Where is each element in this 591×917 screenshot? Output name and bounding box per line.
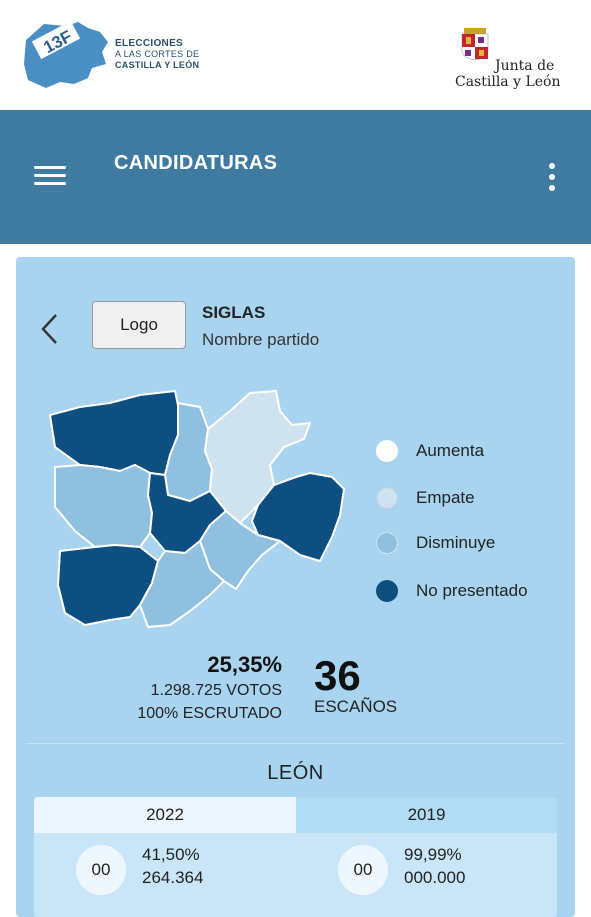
seat-count: 36 [314,652,361,699]
legend-item-disminuye: Disminuye [376,530,495,556]
junta-line-1: Junta de [495,58,555,74]
legend-item-empate: Empate [376,485,475,511]
result-percentage: 99,99% [404,845,462,864]
province-burgos [204,390,311,524]
province-leon [49,390,181,476]
results-comparison: 2022 2019 00 41,50% 264.364 00 99,99% 00… [34,797,557,917]
junta-line-2: Castilla y León [455,74,561,90]
result-2022: 00 41,50% 264.364 [34,833,296,917]
region-title: LEÓN [267,762,324,784]
more-options-icon[interactable] [545,163,559,193]
coat-of-arms-icon [461,28,489,61]
province-avila [139,540,225,628]
menu-icon[interactable] [34,166,68,190]
province-zamora [54,464,153,548]
result-2019: 00 99,99% 000.000 [296,833,557,917]
year-tab-2022[interactable]: 2022 [34,797,296,833]
party-acronym: SIGLAS [202,303,266,322]
elections-logo: 13F [24,20,108,88]
result-votes: 264.364 [142,868,204,887]
back-arrow-icon[interactable] [38,312,62,346]
logo-line-1: ELECCIONES [115,38,184,49]
legend-dot-icon [376,440,398,462]
legend-item-no-presentado: No presentado [376,578,528,604]
top-header: 13F ELECCIONES A LAS CORTES DE CASTILLA … [0,0,591,110]
seats-circle: 00 [76,845,126,895]
logo-line-3: CASTILLA Y LEÓN [115,60,200,70]
result-votes: 000.000 [404,868,466,887]
legend-item-aumenta: Aumenta [376,438,484,464]
castilla-leon-map [49,390,345,628]
logo-line-2: A LAS CORTES DE [115,49,200,59]
seats-label: ESCAÑOS [314,697,398,716]
page-title: CANDIDATURAS [114,152,278,174]
divider [26,743,565,744]
vote-count: 1.298.725 VOTOS [150,682,282,699]
legend-dot-icon [376,580,398,602]
party-logo: Logo [92,301,186,349]
party-name: Nombre partido [202,330,320,349]
elections-logo-text: ELECCIONES A LAS CORTES DE CASTILLA Y LE… [115,38,199,71]
legend-dot-icon [376,487,398,509]
seats-circle: 00 [338,845,388,895]
year-tab-2019[interactable]: 2019 [296,797,557,833]
vote-percentage: 25,35% [207,652,282,677]
app-bar [0,110,591,244]
scrutinized-status: 100% ESCRUTADO [137,705,282,722]
junta-logo-text: Junta de Castilla y León [455,58,561,90]
result-percentage: 41,50% [142,845,200,864]
legend-dot-icon [376,532,398,554]
province-segovia [199,510,281,590]
